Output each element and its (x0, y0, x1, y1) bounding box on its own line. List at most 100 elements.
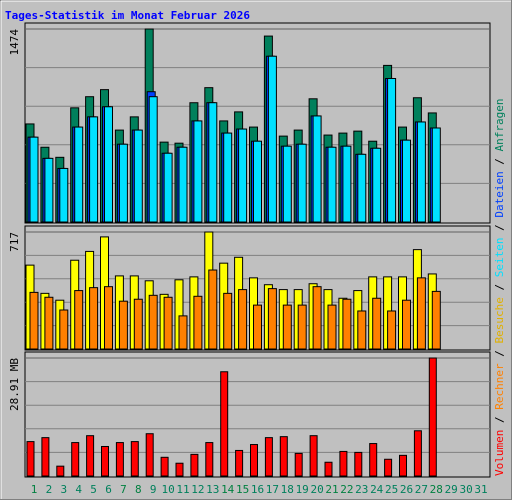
bar (309, 435, 318, 477)
bar (267, 55, 277, 223)
x-tick-label: 17 (266, 483, 279, 496)
legend-separator: / (493, 344, 506, 364)
bar (416, 277, 426, 350)
bar (357, 310, 367, 350)
bar (402, 299, 411, 350)
y-tick-label: 1474 (8, 29, 21, 56)
bar (160, 456, 169, 477)
x-tick-label: 22 (340, 483, 353, 496)
legend-entry: Besuche (493, 297, 506, 343)
bar (339, 450, 348, 477)
bar (74, 126, 84, 223)
x-tick-label: 18 (281, 483, 294, 496)
bar (342, 145, 352, 223)
bar (428, 357, 437, 477)
x-tick-label: 6 (105, 483, 112, 496)
bar (175, 462, 184, 477)
bar (101, 445, 109, 477)
bar (74, 290, 84, 350)
bar (312, 286, 322, 350)
legend: Volumen / Rechner / Besuche / Seiten / D… (493, 98, 506, 476)
x-tick-label: 30 (459, 483, 472, 496)
x-tick-label: 21 (325, 483, 338, 496)
bar (238, 289, 248, 350)
bar (56, 465, 65, 477)
x-tick-label: 9 (150, 483, 157, 496)
bar (148, 96, 158, 223)
bar (354, 451, 363, 477)
bar (208, 269, 218, 350)
bar (402, 139, 411, 223)
bar (133, 298, 143, 350)
bar (238, 128, 248, 223)
bar (190, 453, 199, 477)
bar (44, 296, 54, 350)
x-tick-label: 14 (221, 483, 235, 496)
legend-entry: Volumen (493, 430, 506, 476)
bar (118, 300, 128, 350)
bar (357, 153, 367, 223)
bar (327, 304, 337, 350)
x-tick-label: 19 (296, 483, 309, 496)
legend-separator: / (493, 151, 506, 171)
x-tick-label: 8 (135, 483, 142, 496)
x-tick-label: 20 (310, 483, 323, 496)
bar (130, 441, 139, 477)
legend-separator: / (493, 218, 506, 238)
x-tick-label: 24 (370, 483, 384, 496)
bar (89, 287, 99, 350)
y-tick-label: 28.91 MB (8, 358, 21, 411)
chart-title: Tages-Statistik im Monat Februar 2026 (5, 9, 250, 22)
x-tick-label: 31 (474, 483, 487, 496)
bar (387, 310, 397, 350)
bar (29, 291, 39, 350)
bar (163, 152, 173, 223)
bar (312, 115, 322, 223)
bar (115, 442, 124, 477)
legend-separator: / (493, 410, 506, 430)
bar (208, 102, 218, 223)
bar (250, 444, 258, 477)
x-tick-label: 1 (31, 483, 38, 496)
legend-entry: Dateien (493, 171, 506, 217)
bar (44, 157, 54, 223)
x-tick-label: 2 (46, 483, 53, 496)
bar (384, 458, 393, 477)
x-tick-label: 27 (415, 483, 428, 496)
x-tick-label: 25 (385, 483, 398, 496)
legend-entry: Seiten (493, 238, 506, 278)
bar (399, 454, 407, 477)
bar (327, 146, 337, 223)
bar (145, 433, 154, 477)
x-tick-label: 28 (430, 483, 443, 496)
bar (59, 167, 69, 223)
bar (193, 295, 203, 350)
bar (431, 290, 441, 350)
x-tick-label: 15 (236, 483, 249, 496)
legend-separator: / (493, 277, 506, 297)
bar (324, 461, 333, 477)
bar (413, 430, 422, 477)
bar (104, 286, 113, 350)
bar (253, 140, 262, 223)
bar (223, 132, 233, 223)
bar (86, 435, 95, 477)
bar (89, 116, 99, 223)
x-tick-label: 23 (355, 483, 368, 496)
bar (294, 452, 303, 477)
x-tick-label: 3 (60, 483, 67, 496)
x-tick-label: 5 (90, 483, 97, 496)
x-tick-label: 16 (251, 483, 264, 496)
bar (133, 129, 143, 223)
bar (264, 437, 273, 477)
bar (253, 304, 262, 350)
legend-entry: Anfragen (493, 98, 506, 151)
bar (282, 304, 292, 350)
bar (26, 441, 35, 477)
bar (118, 143, 128, 223)
bar (369, 443, 378, 477)
bar (104, 106, 113, 223)
bar (416, 121, 426, 223)
bar (178, 315, 188, 350)
bar (431, 127, 441, 223)
